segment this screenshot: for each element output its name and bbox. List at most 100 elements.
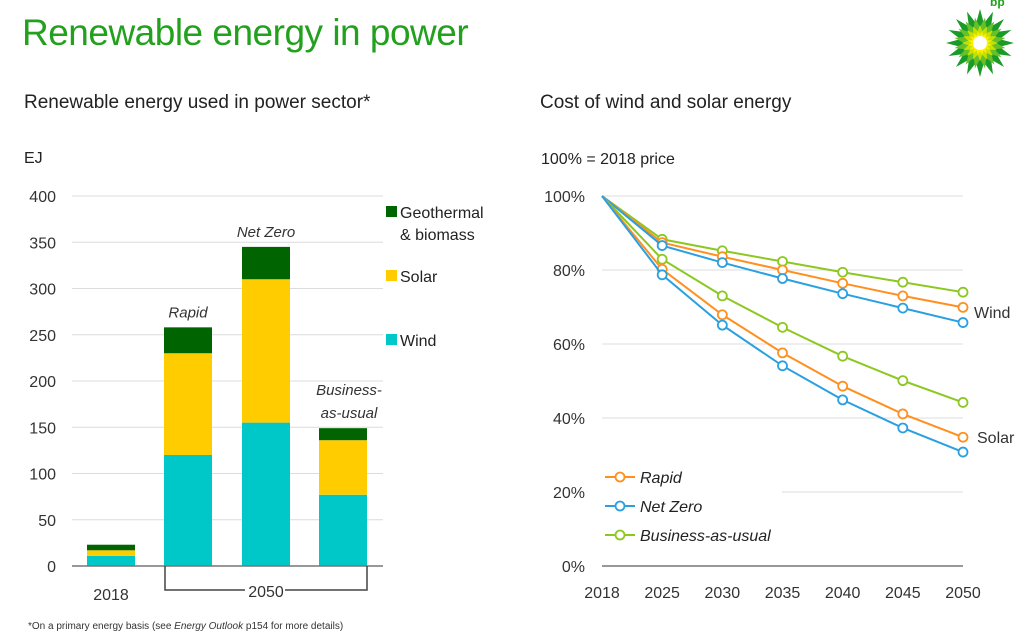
data-point (957, 397, 969, 408)
left-chart-title: Renewable energy used in power sector* (24, 92, 371, 113)
x-tick-label: 2045 (885, 585, 921, 602)
bar-segment-wind (319, 494, 367, 566)
x-tick-label: 2018 (584, 585, 620, 602)
legend-label: Net Zero (640, 499, 702, 516)
x-tick-label: 2035 (765, 585, 801, 602)
bar-segment-solar (87, 550, 135, 556)
bar-segment-solar (164, 353, 212, 455)
legend-marker (614, 500, 626, 512)
bar-segment-geothermal-biomass (242, 246, 290, 280)
left-bar-chart: 0 50 100 150 200 250 300 350 400 Rapid Net Zero Bus… (29, 189, 483, 604)
x-label-2018: 2018 (93, 587, 129, 604)
y-tick-label: 100 (29, 467, 56, 484)
x-tick-label: 2025 (644, 585, 680, 602)
legend-swatch (386, 270, 397, 281)
bar-segment-solar (242, 279, 290, 423)
footnote-pre: *On a primary energy basis (see (28, 621, 175, 632)
y-tick-label: 20% (553, 485, 585, 502)
bar-scenario-label: Rapid (168, 304, 208, 321)
data-point (957, 317, 969, 328)
left-y-unit: EJ (24, 150, 43, 167)
data-point (957, 446, 969, 458)
data-point (897, 422, 909, 434)
data-point (716, 290, 728, 302)
data-point (957, 301, 969, 313)
legend-label: Rapid (640, 470, 683, 487)
bar-scenario-label: Net Zero (237, 224, 295, 241)
bar-scenario-label: as-usual (321, 405, 378, 422)
data-point (777, 321, 788, 333)
bar-segment-geothermal-biomass (87, 544, 135, 551)
data-point (656, 253, 668, 265)
logo-text: bp (990, 0, 1005, 9)
data-point (716, 309, 728, 321)
legend-label: Wind (400, 333, 436, 350)
data-point (837, 380, 849, 392)
footnote-italic: Energy Outlook (174, 621, 244, 632)
bar-segment-wind (164, 455, 212, 566)
data-point (656, 240, 668, 251)
legend-label: & biomass (400, 227, 475, 244)
y-tick-label: 0 (47, 559, 56, 576)
footnote-post: p154 for more details) (243, 621, 344, 632)
data-point (897, 276, 909, 288)
data-point (957, 286, 969, 298)
data-point (837, 394, 849, 406)
page-title: Renewable energy in power (22, 12, 469, 53)
y-tick-label: 200 (29, 374, 56, 391)
data-point (716, 257, 728, 269)
y-tick-label: 400 (29, 189, 56, 206)
legend-label: Business-as-usual (640, 528, 771, 545)
data-point (777, 273, 788, 284)
annotation-solar: Solar (977, 430, 1015, 447)
data-point (897, 408, 909, 420)
data-point (777, 347, 788, 359)
logo-center (973, 36, 987, 50)
bracket-label-bg (245, 582, 285, 598)
legend-label: Solar (400, 269, 438, 286)
legend-label: Geothermal (400, 205, 484, 222)
y-tick-label: 150 (29, 420, 56, 437)
data-point (837, 277, 849, 289)
x-tick-label: 2030 (705, 585, 741, 602)
y-tick-label: 50 (38, 513, 56, 530)
right-line-chart: 0% 20% 40% 60% 80% 100% 2018 2025 2030 2035 2040 20… (544, 189, 1015, 602)
data-point (837, 266, 849, 278)
data-point (837, 288, 849, 300)
y-tick-label: 300 (29, 282, 56, 299)
right-y-unit: 100% = 2018 price (541, 151, 675, 168)
legend-swatch (386, 334, 397, 345)
y-tick-label: 80% (553, 263, 585, 280)
y-tick-label: 350 (29, 235, 56, 252)
y-tick-label: 40% (553, 411, 585, 428)
data-point (897, 375, 909, 387)
right-chart-title: Cost of wind and solar energy (540, 92, 792, 113)
legend-marker (614, 471, 626, 483)
bar-segment-geothermal-biomass (319, 428, 367, 441)
line-solar-rapid (601, 195, 964, 439)
footnote: *On a primary energy basis (see Energy O… (28, 621, 343, 632)
data-point (897, 290, 909, 302)
data-point (716, 319, 728, 331)
legend-swatch (386, 206, 397, 217)
y-tick-label: 250 (29, 328, 56, 345)
data-point (837, 350, 849, 362)
x-label-2050: 2050 (248, 584, 284, 601)
legend-marker (614, 529, 626, 541)
y-tick-label: 60% (553, 337, 585, 354)
data-point (656, 269, 668, 281)
x-tick-label: 2050 (945, 585, 981, 602)
data-point (777, 360, 788, 372)
bar-segment-solar (319, 440, 367, 495)
bar-scenario-label: Business- (316, 382, 382, 399)
y-tick-label: 100% (544, 189, 585, 206)
bar-segment-wind (87, 555, 135, 566)
data-point (957, 431, 969, 443)
x-tick-label: 2040 (825, 585, 861, 602)
bar-segment-geothermal-biomass (164, 327, 212, 354)
bar-segment-wind (242, 422, 290, 566)
line-solar-business-as-usual (601, 195, 964, 404)
y-tick-label: 0% (562, 559, 585, 576)
bp-logo: bp (946, 0, 1014, 77)
